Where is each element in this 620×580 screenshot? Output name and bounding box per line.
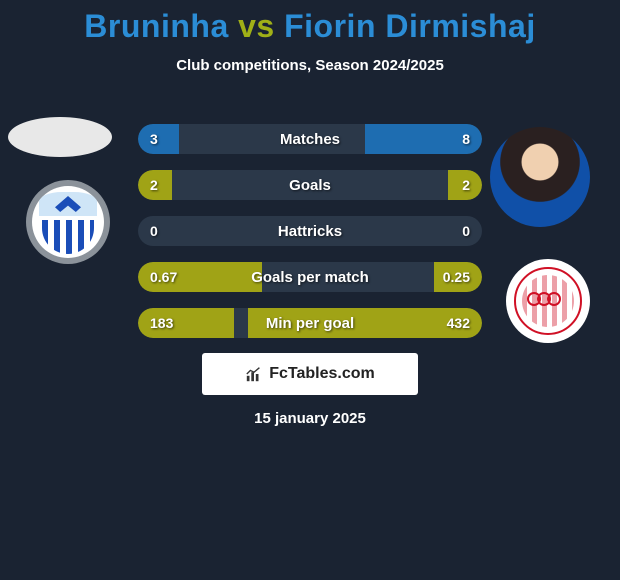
stat-value-left: 0 (150, 223, 200, 239)
watermark-badge: FcTables.com (202, 353, 418, 395)
stat-row: 3Matches8 (138, 124, 482, 154)
stat-value-right: 0 (420, 223, 470, 239)
player1-name: Bruninha (84, 8, 228, 44)
stat-value-right: 0.25 (420, 269, 470, 285)
stat-value-right: 2 (420, 177, 470, 193)
stat-row: 183Min per goal432 (138, 308, 482, 338)
stat-label: Hattricks (200, 223, 420, 240)
player2-avatar (490, 127, 590, 227)
vs-separator: vs (229, 8, 284, 44)
stat-label: Goals per match (200, 269, 420, 286)
comparison-title: Bruninha vs Fiorin Dirmishaj (0, 0, 620, 45)
stat-value-right: 8 (420, 131, 470, 147)
watermark-text: FcTables.com (269, 365, 375, 383)
competition-subtitle: Club competitions, Season 2024/2025 (0, 57, 620, 74)
player1-avatar (8, 117, 112, 157)
stat-label: Matches (200, 131, 420, 148)
player2-club-crest (506, 259, 590, 343)
comparison-date: 15 january 2025 (254, 410, 366, 427)
player2-name: Fiorin Dirmishaj (284, 8, 536, 44)
stat-label: Min per goal (200, 315, 420, 332)
stat-value-left: 183 (150, 315, 200, 331)
stat-label: Goals (200, 177, 420, 194)
stat-value-left: 3 (150, 131, 200, 147)
stat-value-left: 2 (150, 177, 200, 193)
stat-row: 2Goals2 (138, 170, 482, 200)
player1-club-crest (26, 180, 110, 264)
stats-container: 3Matches8 2Goals2 0Hattricks0 0.67Goals per… (138, 124, 482, 354)
stat-row: 0Hattricks0 (138, 216, 482, 246)
chart-icon (245, 365, 263, 383)
stat-row: 0.67Goals per match0.25 (138, 262, 482, 292)
stat-value-right: 432 (420, 315, 470, 331)
stat-value-left: 0.67 (150, 269, 200, 285)
